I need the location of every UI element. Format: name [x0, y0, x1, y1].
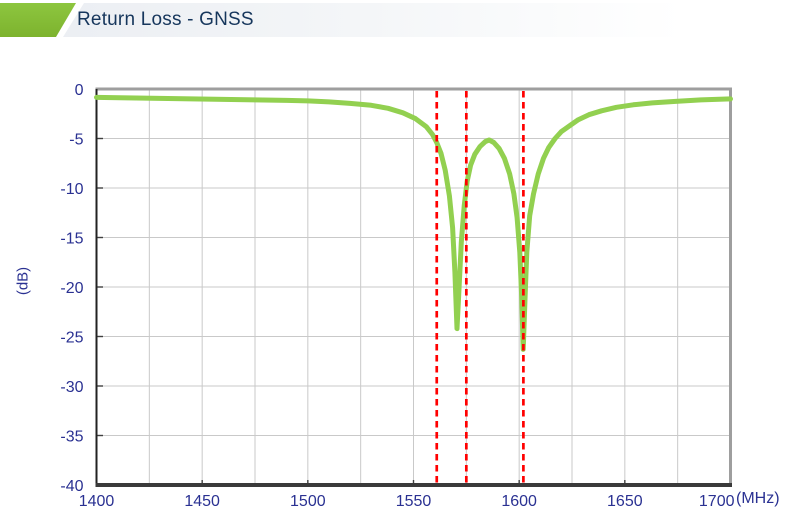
x-tick-label: 1650 — [607, 493, 643, 510]
page-title: Return Loss - GNSS — [77, 9, 254, 30]
y-axis-label: (dB) — [14, 266, 32, 296]
x-tick-label: 1550 — [396, 493, 432, 510]
x-tick-label: 1500 — [290, 493, 326, 510]
y-tick-label: -30 — [60, 379, 83, 396]
y-tick-label: -15 — [60, 230, 83, 247]
y-tick-label: -20 — [60, 280, 83, 297]
y-tick-label: 0 — [75, 82, 84, 99]
x-tick-label: 1700 — [699, 493, 735, 510]
x-axis-unit-label: (MHz) — [736, 490, 780, 507]
y-tick-label: -10 — [60, 181, 83, 198]
y-tick-label: -40 — [60, 478, 83, 495]
return-loss-curve — [94, 94, 733, 352]
x-tick-label: 1450 — [184, 493, 220, 510]
y-tick-label: -25 — [60, 329, 83, 346]
y-tick-label: -35 — [60, 428, 83, 445]
x-tick-label: 1600 — [501, 493, 537, 510]
title-bar: Return Loss - GNSS — [0, 3, 804, 37]
x-tick-label: 1400 — [79, 493, 115, 510]
y-tick-label: -5 — [69, 131, 83, 148]
title-bar-background — [0, 3, 804, 37]
